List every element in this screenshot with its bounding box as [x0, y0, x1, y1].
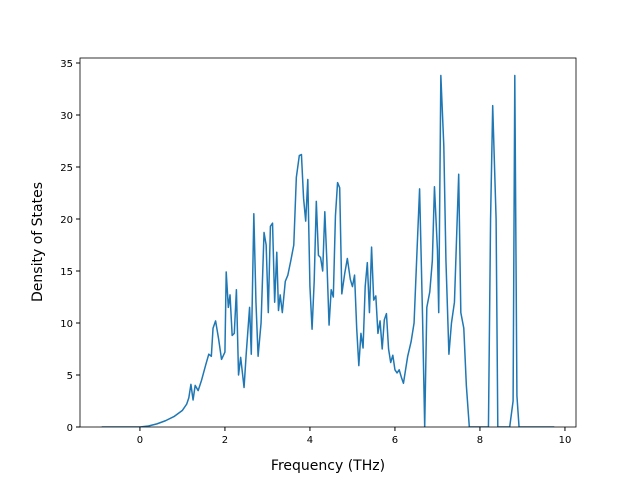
- y-tick-label: 30: [60, 111, 73, 122]
- y-tick-label: 20: [60, 215, 73, 226]
- y-tick-label: 15: [60, 267, 73, 278]
- y-tick-label: 0: [67, 423, 73, 434]
- y-tick-label: 35: [60, 59, 73, 70]
- x-tick-label: 0: [137, 435, 143, 446]
- x-tick-label: 2: [222, 435, 228, 446]
- x-axis-label: Frequency (THz): [271, 458, 385, 474]
- line: [101, 74, 555, 427]
- y-axis-label: Density of States: [30, 182, 46, 302]
- y-tick-label: 25: [60, 163, 73, 174]
- x-tick-label: 8: [477, 435, 483, 446]
- x-tick-label: 10: [559, 435, 572, 446]
- x-tick-label: 6: [392, 435, 398, 446]
- plot-frame: [79, 57, 577, 428]
- x-tick-label: 4: [307, 435, 313, 446]
- y-tick-label: 10: [60, 319, 73, 330]
- y-tick-label: 5: [67, 371, 73, 382]
